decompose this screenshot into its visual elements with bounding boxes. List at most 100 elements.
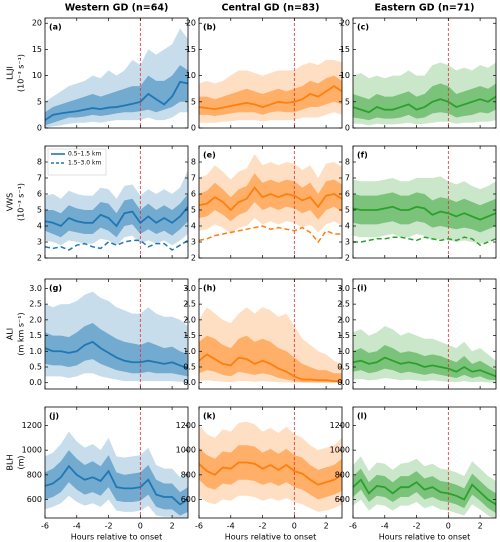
panel: 2 3 4 5 6 7 8 (e) (191, 145, 343, 263)
band (199, 173, 342, 222)
column-title: Western GD (n=64) (65, 3, 169, 14)
panel-label: (l) (357, 412, 367, 421)
panel: 0.0 0.5 1.0 1.5 2.0 2.5 3.0 (h) (183, 278, 343, 390)
panel: 600 800 1000 1200 -6 -4 -2 0 2 (l) Hours relative … (330, 406, 497, 542)
y-tick-label: 1.0 (29, 347, 42, 356)
panel: 2 3 4 5 6 7 8 VWS (10⁻³ s⁻¹) 0.5–1.5 km 1.5–3.0 km (6, 145, 189, 263)
panel-label: (c) (357, 23, 369, 32)
y-tick-label: 20 (186, 19, 196, 28)
median-line (45, 80, 188, 121)
panel-label: (e) (203, 151, 216, 160)
y-tick-label: 10 (186, 71, 196, 80)
median-line (45, 340, 188, 370)
y-tick-label: 8 (345, 158, 350, 167)
y-tick-label: 0.5 (29, 363, 42, 372)
frame (44, 278, 189, 390)
x-tick-label: -6 (41, 522, 49, 531)
y-tick-label: 5 (191, 206, 196, 215)
x-tick-label: -6 (349, 522, 357, 531)
y-tick-label: 0.5 (183, 363, 196, 372)
frame (352, 17, 497, 129)
y-tick-label: 600 (181, 495, 196, 504)
y-tick-label: 1000 (22, 446, 42, 455)
y-tick-label: 2.5 (337, 300, 350, 309)
panel-label: (i) (357, 284, 367, 293)
y-tick-label: 5 (345, 206, 350, 215)
y-tick-label: 1.0 (183, 347, 196, 356)
band (353, 468, 496, 514)
x-axis-label: Hours relative to onset (379, 533, 470, 542)
band (199, 445, 342, 500)
y-tick-label: 1200 (176, 421, 196, 430)
y-tick-label: 0.0 (29, 378, 42, 387)
plot-area (353, 18, 496, 128)
y-tick-label: 1.5 (337, 331, 350, 340)
plot-area (199, 407, 342, 518)
band (353, 345, 496, 381)
y-tick-label: 600 (335, 495, 350, 504)
column-title: Eastern GD (n=71) (375, 3, 475, 14)
band (199, 335, 342, 383)
plot-area (45, 407, 188, 518)
y-tick-label: 2 (37, 254, 42, 263)
y-tick-label: 0.0 (337, 378, 350, 387)
x-tick-label: -2 (259, 522, 267, 531)
frame (44, 17, 189, 129)
y-axis-label: (m) (17, 455, 26, 469)
y-tick-label: 10 (340, 71, 350, 80)
plot-area (353, 407, 496, 518)
y-tick-label: 15 (340, 45, 350, 54)
y-tick-label: 2.0 (337, 315, 350, 324)
plot-area (353, 279, 496, 389)
panel: 0.0 0.5 1.0 1.5 2.0 2.5 3.0 (i) (337, 278, 497, 390)
panel-label: (k) (203, 412, 216, 421)
panel: 600 800 1000 1200 -6 -4 -2 0 2 (k) Hours relative … (176, 406, 343, 542)
plot-area (45, 279, 188, 389)
band (45, 194, 188, 238)
panel-label: (j) (49, 412, 59, 421)
y-tick-label: 15 (186, 45, 196, 54)
plot-area (353, 146, 496, 258)
y-tick-label: 0.5 (337, 363, 350, 372)
median-line (199, 225, 342, 244)
plot-area (199, 18, 342, 128)
frame (352, 278, 497, 390)
median-line (353, 205, 496, 221)
y-tick-label: 800 (335, 470, 350, 479)
y-tick-label: 3.0 (29, 284, 42, 293)
y-tick-label: 5 (191, 97, 196, 106)
x-tick-label: -4 (381, 522, 389, 531)
y-axis-label: (m km s⁻¹) (17, 312, 26, 355)
y-tick-label: 2.5 (29, 300, 42, 309)
y-axis-label: BLH (6, 455, 15, 471)
y-tick-label: 2 (191, 254, 196, 263)
median-line (353, 95, 496, 114)
y-tick-label: 3.0 (183, 284, 196, 293)
x-tick-label: 0 (292, 522, 297, 531)
y-tick-label: 1.5 (183, 331, 196, 340)
y-tick-label: 1000 (176, 446, 196, 455)
legend-label: 0.5–1.5 km (68, 151, 101, 158)
y-tick-label: 1000 (330, 446, 350, 455)
y-tick-label: 1200 (330, 421, 350, 430)
median-line (353, 478, 496, 506)
x-axis-label: Hours relative to onset (225, 533, 316, 542)
y-tick-label: 10 (32, 71, 42, 80)
panel: 0 5 10 15 20 (a)Western GD (n=64) LLJI (10⁻³ s⁻… (6, 3, 189, 133)
frame (352, 406, 497, 519)
frame (198, 406, 343, 519)
x-tick-label: 2 (170, 522, 175, 531)
y-tick-label: 600 (27, 495, 42, 504)
y-axis-label: (10⁻³ s⁻¹) (17, 183, 26, 221)
x-axis-label: Hours relative to onset (71, 533, 162, 542)
band (353, 192, 496, 233)
y-tick-label: 3.0 (337, 284, 350, 293)
y-tick-label: 2.5 (183, 300, 196, 309)
band (45, 450, 188, 516)
panel-label: (h) (203, 284, 216, 293)
y-tick-label: 2.0 (29, 315, 42, 324)
frame (352, 145, 497, 259)
y-tick-label: 20 (340, 19, 350, 28)
y-tick-label: 0 (37, 124, 42, 133)
